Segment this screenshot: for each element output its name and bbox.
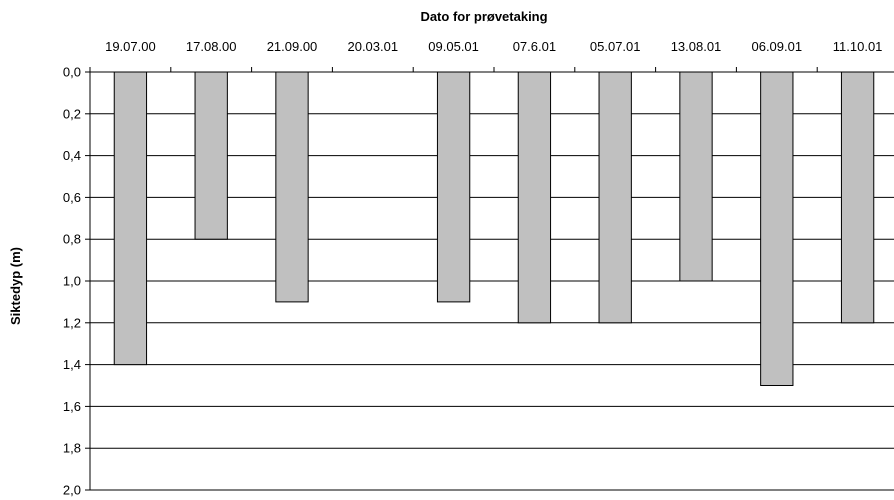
bars [113,71,875,386]
y-tick-label: 1,0 [63,274,81,289]
x-axis-title: Dato for prøvetaking [420,9,547,24]
y-axis-title: Siktedyp (m) [8,247,23,325]
x-tick-label: 19.07.00 [105,39,156,54]
x-tick-label: 09.05.01 [428,39,479,54]
y-tick-label: 1,6 [63,399,81,414]
bar [517,71,552,324]
y-tick-label: 1,8 [63,441,81,456]
y-tick-label: 0,6 [63,190,81,205]
y-tick-label: 0,8 [63,232,81,247]
y-tick-labels: 0,0 0,2 0,4 0,6 0,8 1,0 1,2 1,4 1,6 1,8 2,0 [63,65,90,498]
x-tick-label: 06.09.01 [751,39,802,54]
bar [113,71,148,366]
x-tick-labels: 19.07.00 17.08.00 21.09.00 20.03.01 09.05.01… [89,39,883,72]
x-tick-label: 07.6.01 [513,39,556,54]
bar [275,71,309,303]
bar [679,71,713,282]
bar [598,71,632,324]
x-tick-label: 13.08.01 [671,39,722,54]
x-tick-label: 21.09.00 [267,39,318,54]
y-tick-label: 2,0 [63,483,81,498]
bar [760,71,794,386]
y-tick-label: 1,4 [63,357,81,372]
y-tick-label: 0,2 [63,106,81,121]
y-tick-label: 0,0 [63,65,81,80]
y-tick-label: 0,4 [63,148,81,163]
x-tick-label: 05.07.01 [590,39,641,54]
x-tick-label: 20.03.01 [347,39,398,54]
y-tick-label: 1,2 [63,315,81,330]
bar [194,71,228,240]
x-tick-label: 11.10.01 [833,39,883,54]
bar [840,71,875,324]
x-tick-label: 17.08.00 [186,39,237,54]
bar [436,71,471,303]
